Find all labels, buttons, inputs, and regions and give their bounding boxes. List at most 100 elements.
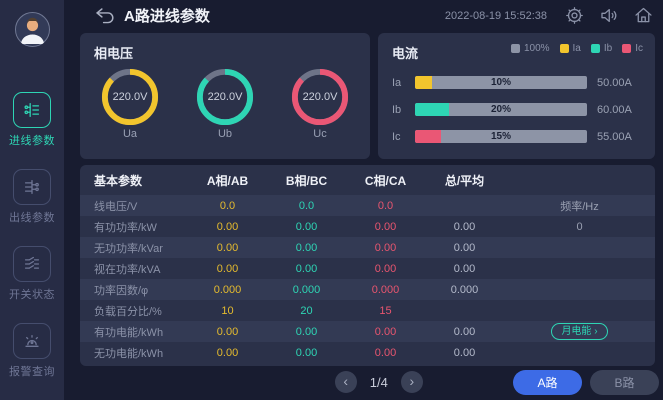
legend-label: Ia <box>572 43 581 54</box>
table-row: 有功功率/kW 0.00 0.00 0.00 0.00 0 <box>80 216 655 237</box>
ring-gauge-icon <box>291 68 349 126</box>
value-phase-b: 0.00 <box>295 262 318 275</box>
value-phase-c: 0.00 <box>374 241 397 254</box>
voltage-panel-title: 相电压 <box>94 46 134 61</box>
bar-row-ia: Ia 10% 50.00A <box>392 76 643 89</box>
row-label: 功率因数/φ <box>94 284 149 297</box>
sidebar-item-switch-status[interactable]: 开关状态 <box>9 246 55 302</box>
chevron-right-icon: › <box>409 373 415 389</box>
current-legend: 100% Ia Ib Ic <box>510 43 643 54</box>
sidebar-item-alarm-query[interactable]: 报警查询 <box>9 323 55 379</box>
volume-button[interactable] <box>598 5 620 26</box>
row-label: 有功电能/kWh <box>94 326 164 339</box>
col-header-phase-b: B相/BC <box>285 173 328 188</box>
value-phase-c: 0.00 <box>374 262 397 275</box>
legend-label: 100% <box>523 43 550 54</box>
value-phase-b: 0.00 <box>295 241 318 254</box>
bar-percent: 10% <box>490 77 511 88</box>
table-row: 无功功率/kVar 0.00 0.00 0.00 0.00 <box>80 237 655 258</box>
value-phase-c: 0.0 <box>377 199 394 212</box>
prev-page-button[interactable]: ‹ <box>334 371 357 393</box>
col-header-phase-a: A相/AB <box>206 173 249 188</box>
legend-ic: Ic <box>622 43 643 54</box>
value-phase-b: 0.000 <box>292 283 321 296</box>
outgoing-line-icon <box>13 169 51 205</box>
bar-track: 15% <box>415 130 587 143</box>
value-phase-a: 0.000 <box>213 283 242 296</box>
value-phase-a: 0.00 <box>216 220 239 233</box>
basic-params-panel: 基本参数 A相/AB B相/BC C相/CA 总/平均 线电压/V 0.0 0.0 0… <box>80 165 655 366</box>
table-row: 线电压/V 0.0 0.0 0.0 频率/Hz <box>80 195 655 216</box>
col-header-basic-params: 基本参数 <box>94 173 143 188</box>
alarm-icon <box>13 323 51 359</box>
row-label: 负载百分比/% <box>94 305 162 318</box>
gauge-label: Uc <box>313 128 327 140</box>
value-phase-c: 0.00 <box>374 325 397 338</box>
value-total: 0.000 <box>450 283 479 296</box>
sidebar-item-outgoing-params[interactable]: 出线参数 <box>9 169 55 225</box>
route-a-button[interactable]: A路 <box>513 369 582 395</box>
ring-gauge-icon <box>101 68 159 126</box>
settings-button[interactable] <box>564 5 585 26</box>
topbar: A路进线参数 2022-08-19 15:52:38 <box>64 0 663 31</box>
speaker-icon <box>601 8 617 23</box>
value-phase-b: 0.00 <box>295 220 318 233</box>
sidebar-item-label: 报警查询 <box>9 366 55 378</box>
bar-track: 20% <box>415 103 587 116</box>
bar-label: Ib <box>392 103 402 116</box>
voltage-gauges: 220.0V Ua 220.0V Ub <box>80 62 370 140</box>
legend-swatch-teal <box>590 44 600 53</box>
sidebar-item-label: 进线参数 <box>9 135 55 147</box>
value-phase-b: 0.00 <box>295 346 318 359</box>
extra-cell: 0 <box>576 220 583 233</box>
incoming-line-icon <box>13 92 51 128</box>
home-button[interactable] <box>633 5 654 26</box>
back-button[interactable] <box>94 7 115 25</box>
extra-cell: 频率/Hz <box>560 200 599 213</box>
ring-gauge-icon <box>196 68 254 126</box>
bar-label: Ia <box>392 76 402 89</box>
legend-swatch-yellow <box>559 44 569 53</box>
current-panel: 电流 100% Ia Ib Ic Ia 10% 50.00A Ib <box>378 33 655 159</box>
footer: ‹ 1/4 › A路 B路 <box>80 368 659 396</box>
current-panel-title: 电流 <box>392 46 419 61</box>
gauge-ua: 220.0V Ua <box>98 68 162 140</box>
value-phase-c: 0.000 <box>371 283 400 296</box>
avatar[interactable] <box>14 11 51 48</box>
home-icon <box>635 7 652 23</box>
value-total: 0.00 <box>453 262 476 275</box>
bar-label: Ic <box>392 130 401 143</box>
next-page-button[interactable]: › <box>400 371 423 393</box>
page-title: A路进线参数 <box>124 8 210 25</box>
extra-cell: 月电能 › <box>504 323 655 340</box>
table-row: 功率因数/φ 0.000 0.000 0.000 0.000 <box>80 279 655 300</box>
sidebar-item-label: 出线参数 <box>9 212 55 224</box>
gauge-label: Ua <box>122 128 138 140</box>
topbar-right: 2022-08-19 15:52:38 <box>445 5 663 26</box>
month-energy-button[interactable]: 月电能 › <box>551 323 608 340</box>
page-indicator: 1/4 <box>369 374 388 390</box>
legend-ib: Ib <box>590 43 612 54</box>
col-header-phase-c: C相/CA <box>364 173 407 188</box>
table-row: 负载百分比/% 10 20 15 <box>80 300 655 321</box>
gauge-value: 220.0V <box>112 91 148 103</box>
bar-fill <box>415 76 433 89</box>
value-phase-a: 0.00 <box>216 346 239 359</box>
table-row: 无功电能/kWh 0.00 0.00 0.00 0.00 <box>80 342 655 363</box>
sidebar-item-incoming-params[interactable]: 进线参数 <box>9 92 55 148</box>
value-phase-b: 0.00 <box>295 325 318 338</box>
value-phase-c: 0.00 <box>374 346 397 359</box>
bar-percent: 20% <box>490 104 511 115</box>
back-arrow-icon <box>96 7 114 23</box>
value-phase-a: 10 <box>221 304 234 317</box>
route-b-button[interactable]: B路 <box>590 369 659 395</box>
bar-row-ib: Ib 20% 60.00A <box>392 103 643 116</box>
legend-ia: Ia <box>559 43 581 54</box>
value-phase-a: 0.00 <box>216 325 239 338</box>
value-phase-b: 0.0 <box>298 199 315 212</box>
value-total: 0.00 <box>453 346 476 359</box>
row-label: 无功电能/kWh <box>94 347 164 360</box>
table-body: 线电压/V 0.0 0.0 0.0 频率/Hz 有功功率/kW 0.00 0.00 0.00 0.… <box>80 195 655 363</box>
value-phase-b: 20 <box>300 304 313 317</box>
